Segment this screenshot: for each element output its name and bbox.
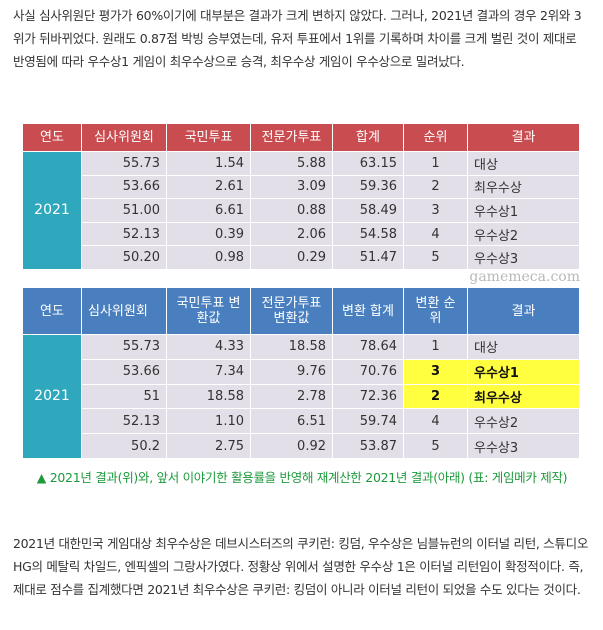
table-cell: 0.98 (166, 245, 251, 270)
table-cell: 최우수상 (467, 174, 580, 200)
header-cell: 합계 (332, 123, 404, 152)
table-cell: 1.54 (166, 151, 251, 176)
table-cell: 대상 (467, 151, 580, 176)
table-cell: 50.20 (81, 245, 167, 270)
table-cell: 3 (403, 198, 468, 223)
table-cell: 우수상3 (467, 433, 580, 459)
table-row: 50.20 0.98 0.29 51.47 5 우수상3 (23, 245, 580, 270)
header-cell: 전문가투표 변환값 (250, 287, 333, 335)
table-cell: 5.88 (250, 151, 333, 176)
table-row: 53.66 7.34 9.76 70.76 3 우수상1 (23, 358, 580, 385)
table-cell: 3.09 (250, 174, 333, 200)
table-cell: 70.76 (332, 358, 404, 385)
table-cell: 51.47 (332, 245, 404, 270)
intro-paragraph: 사실 심사위원단 평가가 60%이기에 대부분은 결과가 크게 변하지 않았다.… (13, 8, 582, 69)
table-cell: 18.58 (166, 383, 251, 410)
table-cell: 6.61 (166, 198, 251, 223)
original-results-table: 연도 심사위원회 국민투표 전문가투표 합계 순위 결과 2021 55.73 1.… (22, 123, 580, 270)
table-cell: 55.73 (81, 151, 167, 176)
table-cell: 최우수상 (467, 383, 580, 410)
table-cell: 7.34 (166, 358, 251, 385)
header-cell: 연도 (22, 123, 82, 152)
table-cell: 59.36 (332, 174, 404, 200)
table-cell: 2 (403, 383, 468, 410)
header-cell: 연도 (22, 287, 82, 335)
table-cell: 0.29 (250, 245, 333, 270)
year-cell: 2021 (22, 151, 82, 270)
table-cell: 18.58 (250, 334, 333, 360)
table-cell: 대상 (467, 334, 580, 360)
header-cell: 심사위원회 (81, 287, 167, 335)
table-cell: 우수상2 (467, 221, 580, 247)
table-cell: 우수상1 (467, 198, 580, 223)
header-cell: 결과 (467, 123, 580, 152)
table-header: 연도 심사위원회 국민투표 변환값 전문가투표 변환값 변환 합계 변환 순위 … (22, 287, 580, 335)
table-cell: 4 (403, 221, 468, 247)
table-cell: 52.13 (81, 221, 167, 247)
watermark: gamemeca.com (469, 269, 580, 285)
header-cell: 변환 합계 (332, 287, 404, 335)
body-paragraph: 2021년 대한민국 게임대상 최우수상은 데브시스터즈의 쿠키런: 킹덤, 우… (13, 536, 589, 597)
table-cell: 63.15 (332, 151, 404, 176)
table-cell: 6.51 (250, 408, 333, 435)
table-row: 2021 55.73 4.33 18.58 78.64 1 대상 (22, 334, 580, 459)
table-cell: 우수상2 (467, 408, 580, 435)
table-row: 51 18.58 2.78 72.36 2 최우수상 (23, 383, 580, 410)
table-cell: 1 (403, 151, 468, 176)
table-header: 연도 심사위원회 국민투표 전문가투표 합계 순위 결과 (22, 123, 580, 152)
table-cell: 4 (403, 408, 468, 435)
table-cell: 1.10 (166, 408, 251, 435)
table-cell: 0.88 (250, 198, 333, 223)
table-cell: 78.64 (332, 334, 404, 360)
table-cell: 59.74 (332, 408, 404, 435)
table-cell: 5 (403, 245, 468, 270)
table-cell: 0.92 (250, 433, 333, 459)
table-row: 50.2 2.75 0.92 53.87 5 우수상3 (23, 433, 580, 459)
table-cell: 51 (81, 383, 167, 410)
table-cell: 2.61 (166, 174, 251, 200)
table-row: 52.13 0.39 2.06 54.58 4 우수상2 (23, 221, 580, 247)
table-cell: 55.73 (81, 334, 167, 360)
year-cell: 2021 (22, 334, 82, 459)
header-cell: 순위 (403, 123, 468, 152)
table-cell: 58.49 (332, 198, 404, 223)
table-cell: 53.66 (81, 358, 167, 385)
table-cell: 1 (403, 334, 468, 360)
header-cell: 전문가투표 (250, 123, 333, 152)
table-cell: 우수상1 (467, 358, 580, 385)
header-cell: 국민투표 변환값 (166, 287, 251, 335)
table-row: 2021 55.73 1.54 5.88 63.15 1 대상 (22, 151, 580, 270)
table-cell: 50.2 (81, 433, 167, 459)
table-cell: 54.58 (332, 221, 404, 247)
table-cell: 51.00 (81, 198, 167, 223)
header-cell: 변환 순위 (403, 287, 468, 335)
table-caption: ▲ 2021년 결과(위)와, 앞서 이야기한 활용률을 반영해 재계산한 20… (36, 470, 568, 485)
table-cell: 53.66 (81, 174, 167, 200)
header-cell: 결과 (467, 287, 580, 335)
table-cell: 72.36 (332, 383, 404, 410)
table-cell: 2 (403, 174, 468, 200)
header-cell: 심사위원회 (81, 123, 167, 152)
table-cell: 52.13 (81, 408, 167, 435)
table-cell: 0.39 (166, 221, 251, 247)
table-cell: 2.78 (250, 383, 333, 410)
table-cell: 3 (403, 358, 468, 385)
table-row: 53.66 2.61 3.09 59.36 2 최우수상 (23, 174, 580, 200)
table-cell: 2.06 (250, 221, 333, 247)
recalculated-results-table: 연도 심사위원회 국민투표 변환값 전문가투표 변환값 변환 합계 변환 순위 … (22, 287, 580, 459)
table-cell: 2.75 (166, 433, 251, 459)
table-cell: 53.87 (332, 433, 404, 459)
table-row: 52.13 1.10 6.51 59.74 4 우수상2 (23, 408, 580, 435)
table-cell: 우수상3 (467, 245, 580, 270)
header-cell: 국민투표 (166, 123, 251, 152)
table-row: 51.00 6.61 0.88 58.49 3 우수상1 (23, 198, 580, 223)
table-cell: 5 (403, 433, 468, 459)
table-cell: 9.76 (250, 358, 333, 385)
table-cell: 4.33 (166, 334, 251, 360)
